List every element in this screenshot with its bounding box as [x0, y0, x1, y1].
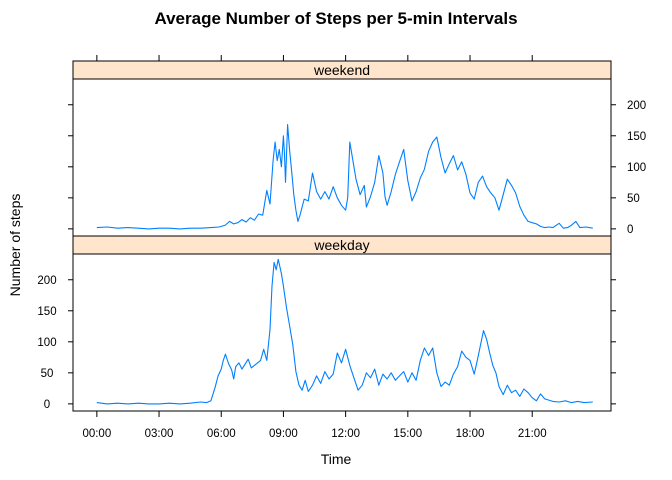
y-tick-label-weekday: 0 — [44, 399, 50, 411]
y-tick-label-weekend: 100 — [627, 162, 646, 174]
y-tick-label-weekend: 0 — [627, 224, 633, 236]
y-tick-label-weekday: 150 — [37, 306, 56, 318]
x-axis-label: Time — [321, 451, 352, 467]
panel-frame-weekend — [72, 78, 612, 237]
x-tick-label: 09:00 — [269, 428, 298, 440]
x-tick-label: 03:00 — [145, 428, 174, 440]
panel-frame-weekday — [72, 253, 612, 412]
chart-title: Average Number of Steps per 5-min Interv… — [154, 9, 517, 28]
panel-frames: weekend weekday — [72, 60, 612, 412]
series-lines — [96, 124, 593, 405]
x-tick-label: 15:00 — [393, 428, 422, 440]
x-tick-label: 12:00 — [331, 428, 360, 440]
x-tick-label: 06:00 — [207, 428, 236, 440]
y-axis-label: Number of steps — [7, 194, 23, 297]
series-line-weekend — [96, 124, 593, 230]
y-tick-label-weekday: 200 — [37, 275, 56, 287]
strip-label-weekday: weekday — [313, 237, 369, 253]
y-tick-label-weekday: 50 — [41, 368, 54, 380]
y-tick-label-weekday: 100 — [37, 337, 56, 349]
series-line-weekday — [96, 258, 593, 405]
x-tick-label: 18:00 — [456, 428, 485, 440]
y-tick-label-weekend: 200 — [627, 100, 646, 112]
axis-ticks: 0 50 100 150 200 0 50 100 150 200 00:00 03:00 06:00 0… — [37, 55, 646, 440]
x-tick-label: 00:00 — [82, 428, 111, 440]
x-tick-label: 21:00 — [518, 428, 547, 440]
strip-label-weekend: weekend — [313, 62, 370, 78]
y-tick-label-weekend: 150 — [627, 131, 646, 143]
y-tick-label-weekend: 50 — [627, 193, 640, 205]
